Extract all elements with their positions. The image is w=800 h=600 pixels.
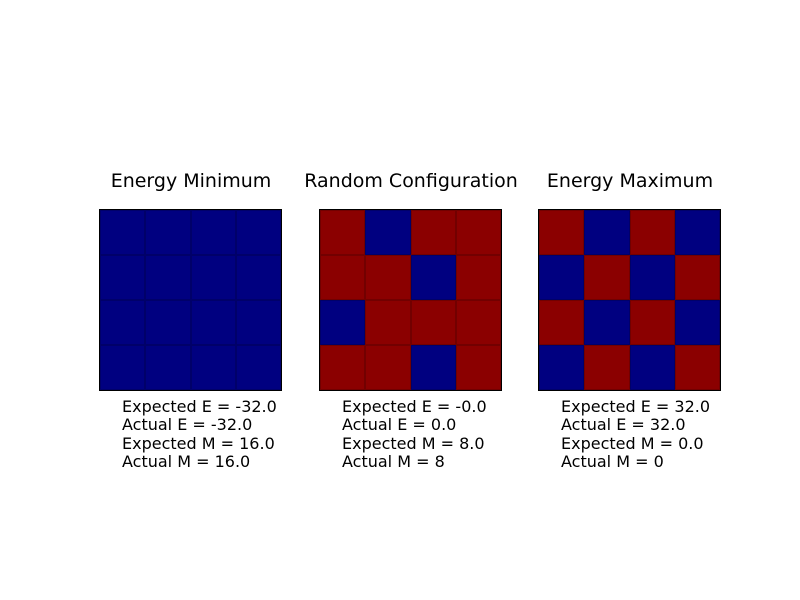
spin-cell <box>100 210 146 255</box>
spin-cell <box>365 345 411 390</box>
annotation-line: Actual E = -32.0 <box>122 415 253 435</box>
spin-cell <box>410 255 456 300</box>
annotation-line: Expected E = -0.0 <box>342 397 487 416</box>
spin-cell <box>320 345 366 390</box>
annotation-line: Actual M = 8 <box>342 452 445 472</box>
spin-cell <box>674 300 720 345</box>
spin-cell <box>629 345 675 390</box>
spin-cell <box>455 255 501 300</box>
panel-title-energy-minimum: Energy Minimum <box>110 170 272 192</box>
annotation-line: Expected M = 0.0 <box>561 433 704 453</box>
spin-cell <box>145 300 191 345</box>
spin-grid-energy-maximum <box>538 209 721 391</box>
annotation-line: Expected M = 16.0 <box>122 433 275 453</box>
spin-grid-random-configuration <box>319 209 502 391</box>
spin-cell <box>100 345 146 390</box>
spin-cell <box>100 255 146 300</box>
spin-cell <box>674 210 720 255</box>
spin-cell <box>584 345 630 390</box>
spin-cell <box>235 255 281 300</box>
spin-cell <box>190 255 236 300</box>
annotation-line: Expected E = 32.0 <box>561 397 711 416</box>
spin-cell <box>235 345 281 390</box>
spin-cell <box>455 210 501 255</box>
annotation-line: Expected E = -32.0 <box>122 397 277 416</box>
spin-cell <box>539 300 585 345</box>
spin-cell <box>145 345 191 390</box>
panel-title-random-configuration: Random Configuration <box>304 170 518 192</box>
spin-cell <box>584 210 630 255</box>
spin-cell <box>190 300 236 345</box>
annotation-line: Actual E = 0.0 <box>342 415 457 435</box>
annotation-line: Actual M = 0 <box>561 452 664 472</box>
spin-cell <box>674 255 720 300</box>
spin-cell <box>235 300 281 345</box>
spin-cell <box>365 255 411 300</box>
spin-cell <box>629 210 675 255</box>
spin-cell <box>539 345 585 390</box>
annotation-line: Expected M = 8.0 <box>342 433 485 453</box>
spin-cell <box>365 300 411 345</box>
spin-cell <box>365 210 411 255</box>
spin-cell <box>629 300 675 345</box>
spin-grid-energy-minimum <box>99 209 282 391</box>
spin-cell <box>320 255 366 300</box>
spin-cell <box>455 345 501 390</box>
annotation-line: Actual M = 16.0 <box>122 452 251 472</box>
annotations-random-configuration: Expected E = -0.0 Actual E = 0.0 Expecte… <box>342 397 487 472</box>
spin-cell <box>235 210 281 255</box>
annotations-energy-maximum: Expected E = 32.0 Actual E = 32.0 Expect… <box>561 397 711 472</box>
spin-cell <box>320 210 366 255</box>
annotation-line: Actual E = 32.0 <box>561 415 686 435</box>
spin-cell <box>410 210 456 255</box>
annotations-energy-minimum: Expected E = -32.0 Actual E = -32.0 Expe… <box>122 397 277 472</box>
spin-cell <box>320 300 366 345</box>
spin-cell <box>539 210 585 255</box>
spin-cell <box>629 255 675 300</box>
spin-cell <box>584 300 630 345</box>
spin-cell <box>100 300 146 345</box>
spin-cell <box>190 210 236 255</box>
spin-cell <box>190 345 236 390</box>
spin-cell <box>455 300 501 345</box>
spin-cell <box>410 300 456 345</box>
spin-cell <box>145 210 191 255</box>
spin-cell <box>145 255 191 300</box>
spin-cell <box>410 345 456 390</box>
spin-cell <box>539 255 585 300</box>
spin-cell <box>584 255 630 300</box>
panel-title-energy-maximum: Energy Maximum <box>546 170 714 192</box>
spin-cell <box>674 345 720 390</box>
